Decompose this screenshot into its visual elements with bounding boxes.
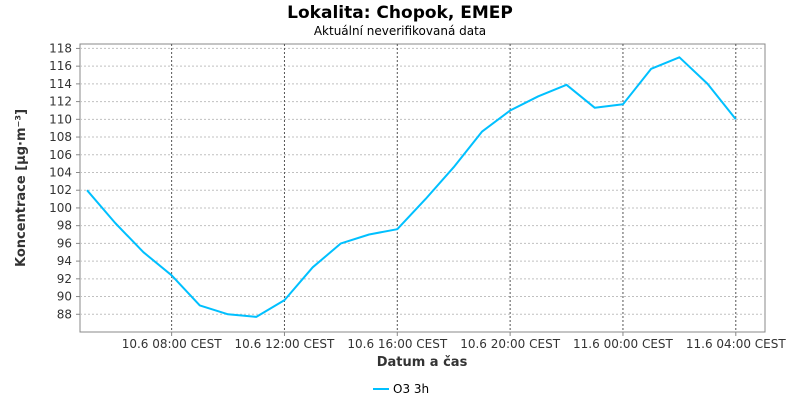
y-tick-label: 114 [49,77,72,91]
series-line-o3 [86,56,737,318]
x-tick-label: 11.6 00:00 CEST [573,337,674,351]
plot-area [79,43,766,333]
y-tick-label: 108 [49,130,72,144]
x-tick-label: 10.6 20:00 CEST [460,337,561,351]
legend-label: O3 3h [393,382,429,396]
y-tick-label: 92 [57,272,72,286]
axes: 88 90 92 94 96 98 100 102 104 106 108 110 112 114 116 1… [49,41,786,351]
y-tick-label: 88 [57,307,72,321]
y-tick-label: 90 [57,290,72,304]
series-layer [86,56,737,318]
y-tick-label: 110 [49,112,72,126]
y-tick-label: 100 [49,201,72,215]
y-tick-label: 104 [49,165,72,179]
y-tick-label: 112 [49,95,72,109]
grid [80,44,765,332]
y-tick-label: 118 [49,41,72,55]
y-tick-label: 94 [57,254,72,268]
x-tick-label: 10.6 12:00 CEST [235,337,336,351]
x-tick-label: 10.6 08:00 CEST [122,337,223,351]
y-tick-label: 102 [49,183,72,197]
chart-title: Lokalita: Chopok, EMEP [287,3,513,23]
x-axis-label: Datum a čas [377,355,468,370]
x-tick-label: 11.6 04:00 CEST [686,337,787,351]
y-tick-label: 96 [57,236,72,250]
y-tick-label: 116 [49,59,72,73]
y-tick-label: 106 [49,148,72,162]
y-tick-label: 98 [57,219,72,233]
legend: O3 3h [373,382,429,396]
x-tick-label: 10.6 16:00 CEST [347,337,448,351]
chart-subtitle: Aktuální neverifikovaná data [314,24,486,38]
y-axis-label: Koncentrace [µg·m⁻³] [14,109,29,267]
